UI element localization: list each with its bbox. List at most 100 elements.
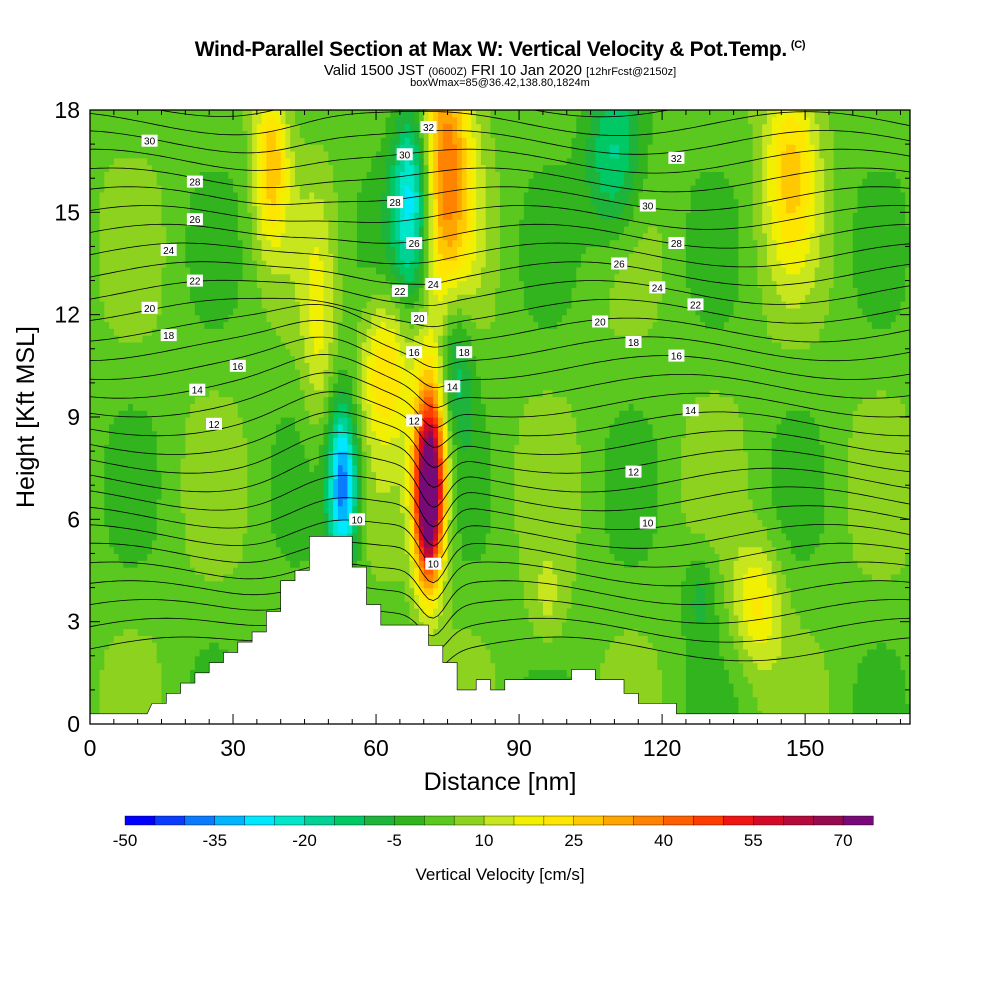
w-cell	[199, 232, 206, 241]
w-cell	[237, 451, 244, 459]
w-cell	[252, 341, 258, 350]
w-cell	[309, 123, 315, 132]
w-cell	[309, 246, 315, 254]
w-cell	[218, 382, 225, 391]
w-cell	[299, 225, 306, 234]
w-cell	[256, 164, 263, 172]
w-cell	[337, 110, 344, 118]
w-cell	[199, 560, 206, 568]
w-cell	[171, 321, 177, 329]
w-cell	[142, 505, 148, 514]
w-cell	[290, 171, 296, 179]
w-cell	[132, 185, 139, 193]
w-cell	[151, 628, 158, 636]
w-cell	[113, 655, 120, 664]
w-cell	[342, 273, 349, 282]
w-cell	[333, 437, 339, 445]
w-cell	[151, 205, 158, 213]
w-cell	[290, 444, 296, 452]
w-cell	[266, 403, 272, 411]
w-cell	[309, 205, 315, 213]
w-cell	[342, 362, 349, 370]
w-cell	[328, 355, 334, 364]
w-cell	[223, 451, 229, 459]
w-cell	[271, 567, 277, 575]
w-cell	[190, 601, 196, 609]
w-cell	[175, 335, 182, 343]
w-cell	[261, 410, 267, 418]
w-cell	[118, 171, 124, 179]
w-cell	[132, 212, 139, 220]
w-cell	[223, 417, 229, 425]
w-cell	[204, 205, 210, 213]
w-cell	[242, 403, 248, 411]
w-cell	[275, 376, 282, 384]
w-cell	[209, 471, 215, 479]
w-cell	[218, 321, 225, 329]
w-cell	[347, 396, 353, 404]
w-cell	[266, 532, 272, 541]
w-cell	[204, 137, 210, 145]
w-cell	[199, 478, 206, 486]
w-cell	[295, 348, 301, 357]
w-cell	[328, 389, 334, 398]
w-cell	[90, 157, 96, 166]
w-cell	[190, 478, 196, 486]
w-cell	[290, 485, 296, 493]
w-cell	[261, 464, 267, 473]
w-cell	[94, 648, 101, 657]
w-cell	[123, 539, 129, 548]
w-cell	[109, 294, 115, 302]
w-cell	[185, 621, 191, 630]
w-cell	[318, 328, 325, 336]
w-cell	[128, 451, 134, 459]
w-cell	[113, 621, 120, 630]
w-cell	[190, 464, 196, 473]
w-cell	[275, 580, 282, 589]
w-cell	[113, 116, 120, 125]
w-cell	[299, 376, 306, 384]
w-cell	[347, 232, 353, 241]
w-cell	[247, 110, 253, 118]
w-cell	[156, 362, 163, 370]
w-cell	[271, 417, 277, 425]
w-cell	[333, 191, 339, 200]
w-cell	[299, 246, 306, 254]
w-cell	[185, 601, 191, 609]
w-cell	[185, 110, 191, 118]
w-cell	[94, 328, 101, 336]
w-cell	[94, 526, 101, 534]
w-cell	[295, 471, 301, 479]
w-cell	[304, 185, 310, 193]
w-cell	[90, 464, 96, 473]
w-cell	[237, 212, 244, 220]
w-cell	[223, 410, 229, 418]
w-cell	[342, 219, 349, 227]
w-cell	[142, 642, 148, 650]
w-cell	[194, 294, 201, 302]
w-cell	[209, 157, 215, 166]
w-cell	[180, 567, 186, 575]
w-cell	[247, 437, 253, 445]
w-cell	[290, 553, 296, 561]
w-cell	[314, 273, 320, 282]
w-cell	[233, 608, 239, 616]
w-cell	[309, 505, 315, 514]
w-cell	[304, 198, 310, 207]
w-cell	[295, 225, 301, 234]
w-cell	[128, 314, 134, 323]
w-cell	[166, 519, 172, 527]
w-cell	[194, 301, 201, 309]
w-cell	[185, 573, 191, 582]
w-cell	[323, 212, 329, 220]
w-cell	[309, 137, 315, 145]
w-cell	[342, 437, 349, 445]
w-cell	[109, 410, 115, 418]
w-cell	[333, 280, 339, 288]
w-cell	[290, 185, 296, 193]
w-cell	[323, 171, 329, 179]
w-cell	[147, 287, 153, 295]
w-cell	[290, 280, 296, 288]
w-cell	[237, 164, 244, 172]
w-cell	[323, 116, 329, 125]
